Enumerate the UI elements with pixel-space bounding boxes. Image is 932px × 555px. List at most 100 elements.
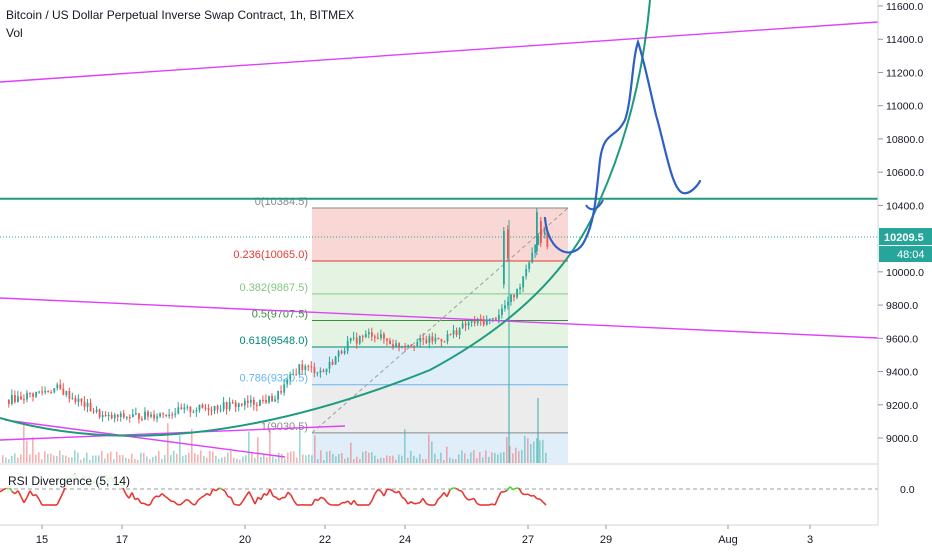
candle-body xyxy=(498,315,500,320)
volume-bar xyxy=(152,457,154,463)
rsi-pane xyxy=(0,464,932,525)
volume-bar xyxy=(239,460,241,463)
volume-bar xyxy=(503,452,505,463)
volume-bar xyxy=(269,428,271,463)
rsi-segment xyxy=(390,489,393,491)
volume-bar xyxy=(353,459,355,463)
rsi-segment xyxy=(24,497,27,502)
fib-zone xyxy=(312,208,568,261)
volume-bar xyxy=(494,453,496,463)
volume-bar xyxy=(293,451,295,463)
candle-body xyxy=(35,392,37,397)
candle-body xyxy=(84,402,86,407)
price-tick-label: 11600.0 xyxy=(886,1,923,13)
candle-body xyxy=(432,336,434,341)
price-tick-label: 11400.0 xyxy=(886,34,923,46)
candle-body xyxy=(474,321,476,324)
volume-bar xyxy=(257,437,259,463)
rsi-segment xyxy=(447,490,450,497)
volume-bar xyxy=(173,451,175,463)
candle-body xyxy=(519,287,521,289)
volume-bar xyxy=(347,457,349,463)
rsi-segment xyxy=(495,498,498,505)
rsi-segment xyxy=(477,504,480,505)
candle-body xyxy=(238,403,240,406)
rsi-segment xyxy=(234,504,237,505)
candle-body xyxy=(301,364,303,369)
volume-bar xyxy=(431,442,433,463)
volume-bar xyxy=(476,458,478,463)
volume-bar xyxy=(506,437,508,463)
candle-body xyxy=(69,391,71,399)
volume-bar xyxy=(92,456,94,463)
candle-body xyxy=(165,415,167,416)
candle-body xyxy=(102,415,104,417)
candle-body xyxy=(468,322,470,325)
candle-body xyxy=(214,406,216,411)
candle-body xyxy=(38,392,40,393)
rsi-segment xyxy=(225,491,228,496)
candle-body xyxy=(32,393,34,397)
rsi-segment xyxy=(150,499,153,505)
volume-bar xyxy=(521,450,523,463)
rsi-segment xyxy=(249,492,252,498)
rsi-segment xyxy=(534,496,537,499)
volume-bar xyxy=(218,459,220,463)
candle-body xyxy=(186,407,188,408)
rsi-segment xyxy=(189,501,192,504)
candle-body xyxy=(235,403,237,407)
volume-bar xyxy=(212,452,214,463)
rsi-segment xyxy=(57,499,60,505)
candle-body xyxy=(253,400,255,405)
candle-body xyxy=(428,336,430,343)
volume-bar xyxy=(380,458,382,463)
candle-body xyxy=(483,321,485,325)
volume-bar xyxy=(98,455,100,463)
candle-body xyxy=(8,400,10,404)
time-tick-label: 24 xyxy=(399,534,411,546)
volume-bar xyxy=(329,451,331,463)
volume-bar xyxy=(425,459,427,463)
candle-body xyxy=(383,334,385,339)
volume-bar xyxy=(266,457,268,463)
rsi-segment xyxy=(291,495,294,501)
rsi-segment xyxy=(198,498,201,501)
candle-body xyxy=(156,416,158,418)
candle-body xyxy=(304,366,306,370)
volume-bar xyxy=(467,459,469,463)
volume-bar xyxy=(290,451,292,463)
volume-bar xyxy=(458,454,460,463)
candle-body xyxy=(456,330,458,335)
candle-body xyxy=(123,413,125,417)
candle-body xyxy=(47,391,49,392)
candle-body xyxy=(347,341,349,351)
volume-bar xyxy=(251,452,253,463)
volume-bar xyxy=(464,453,466,463)
candle-body xyxy=(401,346,403,347)
rsi-segment xyxy=(0,490,3,492)
candle-body xyxy=(56,384,58,388)
candle-body xyxy=(465,324,467,326)
volume-bar xyxy=(335,456,337,463)
time-tick-label: 22 xyxy=(319,534,331,546)
volume-bar xyxy=(302,455,304,463)
candle-body xyxy=(380,334,382,338)
price-axis[interactable]: 11600.011400.011200.011000.010800.010600… xyxy=(878,0,932,550)
candle-body xyxy=(81,399,83,402)
candle-body xyxy=(534,245,536,253)
candle-body xyxy=(289,374,291,379)
candle-body xyxy=(259,400,261,406)
volume-bar xyxy=(326,452,328,463)
candle-body xyxy=(507,229,509,258)
rsi-segment xyxy=(18,491,21,497)
rsi-segment xyxy=(312,499,315,505)
fib-level-label: 0.382(9867.5) xyxy=(240,282,309,294)
rsi-segment xyxy=(219,488,222,489)
candle-body xyxy=(138,413,140,419)
candle-body xyxy=(274,399,276,401)
candle-body xyxy=(183,407,185,409)
volume-bar xyxy=(272,457,274,463)
candle-body xyxy=(132,414,134,417)
